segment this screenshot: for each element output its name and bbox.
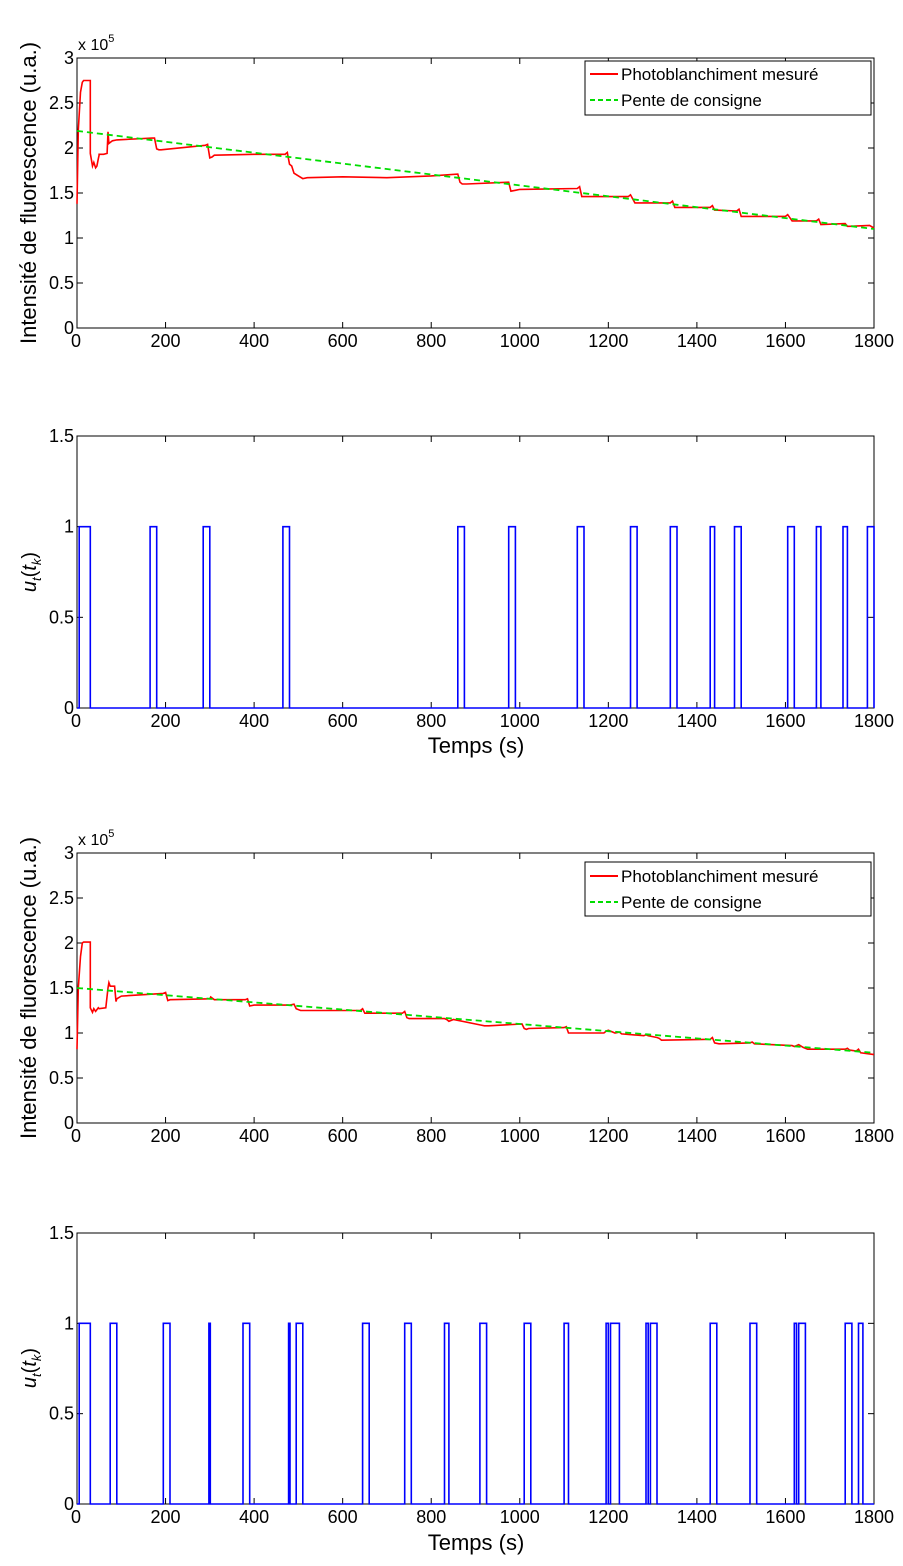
- x-tick-label: 600: [328, 331, 358, 351]
- x-tick-label: 0: [71, 1126, 81, 1146]
- y-tick-label: 1.5: [49, 978, 74, 998]
- x-tick-label: 0: [71, 331, 81, 351]
- x-tick-label: 1400: [677, 331, 717, 351]
- x-tick-label: 0: [71, 711, 81, 731]
- y-tick-label: 0.5: [49, 607, 74, 627]
- x-tick-label: 1800: [854, 1126, 894, 1146]
- panel-4-frame: [76, 1232, 875, 1505]
- y-tick-label: 0.5: [49, 1068, 74, 1088]
- x-tick-label: 600: [328, 1507, 358, 1527]
- y-tick-label: 3: [64, 843, 74, 863]
- x-tick-label: 400: [239, 331, 269, 351]
- x-tick-label: 1400: [677, 711, 717, 731]
- panel-3-ylabel: Intensité de fluorescence (u.a.): [16, 837, 41, 1139]
- panel-4-marks: [77, 1322, 874, 1505]
- x-tick-label: 200: [151, 711, 181, 731]
- y-tick-label: 2: [64, 933, 74, 953]
- panel-3-marks: [76, 941, 875, 1056]
- x-tick-label: 1000: [500, 711, 540, 731]
- y-tick-label: 1: [64, 228, 74, 248]
- x-tick-label: 600: [328, 1126, 358, 1146]
- x-tick-label: 200: [151, 1507, 181, 1527]
- panel-1-marks: [76, 79, 875, 230]
- x-tick-label: 200: [151, 1126, 181, 1146]
- x-tick-label: 400: [239, 1126, 269, 1146]
- x-tick-label: 400: [239, 1507, 269, 1527]
- x-tick-label: 1800: [854, 1507, 894, 1527]
- panel-3: 0 200 400 600 800 1000 1200 1400 1600 1800 0 0.5 1 1.…: [16, 828, 894, 1146]
- setpoint-slope-line: [76, 130, 875, 230]
- x-tick-label: 1400: [677, 1507, 717, 1527]
- panel-1-ticks: 0 200 400 600 800 1000 1200 1400 1600 1800 0 0.5 1 1.…: [49, 48, 894, 351]
- x-tick-label: 800: [416, 711, 446, 731]
- panel-2: 0 200 400 600 800 1000 1200 1400 1600 1800 0 0.5 1 1.…: [19, 426, 894, 758]
- x-tick-label: 1600: [765, 711, 805, 731]
- y-tick-label: 0: [64, 698, 74, 718]
- x-tick-label: 1800: [854, 331, 894, 351]
- x-tick-label: 800: [416, 1126, 446, 1146]
- panel-1-exponent: x 105: [78, 33, 114, 54]
- x-tick-label: 1400: [677, 1126, 717, 1146]
- control-signal-line: [77, 1322, 874, 1505]
- legend-label-setpoint: Pente de consigne: [621, 893, 762, 912]
- x-tick-label: 800: [416, 1507, 446, 1527]
- y-tick-label: 1: [64, 1023, 74, 1043]
- panel-3-legend: Photoblanchiment mesuré Pente de consign…: [584, 861, 872, 917]
- x-tick-label: 1600: [765, 1507, 805, 1527]
- y-tick-label: 1: [64, 517, 74, 537]
- measured-bleaching-line: [76, 941, 875, 1056]
- y-tick-label: 3: [64, 48, 74, 68]
- legend-box: [584, 861, 872, 917]
- y-tick-label: 1.5: [49, 1223, 74, 1243]
- x-tick-label: 1800: [854, 711, 894, 731]
- panel-1-ylabel: Intensité de fluorescence (u.a.): [16, 42, 41, 344]
- x-tick-label: 1200: [588, 1507, 628, 1527]
- y-tick-label: 2: [64, 138, 74, 158]
- y-tick-label: 1.5: [49, 183, 74, 203]
- panel-4-xlabel: Temps (s): [428, 1530, 525, 1555]
- panel-3-exponent: x 105: [78, 828, 114, 849]
- control-signal-line: [77, 525, 875, 709]
- legend-box: [584, 60, 872, 116]
- y-tick-label: 0.5: [49, 273, 74, 293]
- panel-2-frame: [76, 435, 875, 709]
- x-tick-label: 0: [71, 1507, 81, 1527]
- x-tick-label: 800: [416, 331, 446, 351]
- x-tick-label: 1000: [500, 1507, 540, 1527]
- y-tick-label: 0.5: [49, 1404, 74, 1424]
- panel-2-ticks: 0 200 400 600 800 1000 1200 1400 1600 1800 0 0.5 1 1.…: [49, 426, 894, 731]
- y-tick-label: 0: [64, 1113, 74, 1133]
- y-tick-label: 1.5: [49, 426, 74, 446]
- panel-2-ylabel: ut(tk): [19, 552, 44, 592]
- y-tick-label: 2.5: [49, 93, 74, 113]
- x-tick-label: 600: [328, 711, 358, 731]
- x-tick-label: 1000: [500, 331, 540, 351]
- y-tick-label: 1: [64, 1313, 74, 1333]
- x-tick-label: 1200: [588, 711, 628, 731]
- y-tick-label: 0: [64, 318, 74, 338]
- panel-4: 0 200 400 600 800 1000 1200 1400 1600 1800 0 0.5 1 1.…: [19, 1223, 894, 1555]
- legend-label-measured: Photoblanchiment mesuré: [621, 65, 819, 84]
- x-tick-label: 400: [239, 711, 269, 731]
- x-tick-label: 200: [151, 331, 181, 351]
- panel-1: 0 200 400 600 800 1000 1200 1400 1600 1800 0 0.5 1 1.…: [16, 33, 894, 351]
- setpoint-slope-line: [76, 987, 875, 1054]
- panel-2-marks: [77, 525, 875, 709]
- legend-label-measured: Photoblanchiment mesuré: [621, 867, 819, 886]
- panel-4-ticks: 0 200 400 600 800 1000 1200 1400 1600 1800 0 0.5 1 1.…: [49, 1223, 894, 1527]
- panel-4-ylabel: ut(tk): [19, 1348, 44, 1388]
- measured-bleaching-line: [76, 79, 875, 229]
- panel-2-xlabel: Temps (s): [428, 733, 525, 758]
- x-tick-label: 1200: [588, 331, 628, 351]
- x-tick-label: 1200: [588, 1126, 628, 1146]
- y-tick-label: 0: [64, 1494, 74, 1514]
- x-tick-label: 1000: [500, 1126, 540, 1146]
- x-tick-label: 1600: [765, 331, 805, 351]
- x-tick-label: 1600: [765, 1126, 805, 1146]
- panel-1-legend: Photoblanchiment mesuré Pente de consign…: [584, 60, 872, 116]
- y-tick-label: 2.5: [49, 888, 74, 908]
- legend-label-setpoint: Pente de consigne: [621, 91, 762, 110]
